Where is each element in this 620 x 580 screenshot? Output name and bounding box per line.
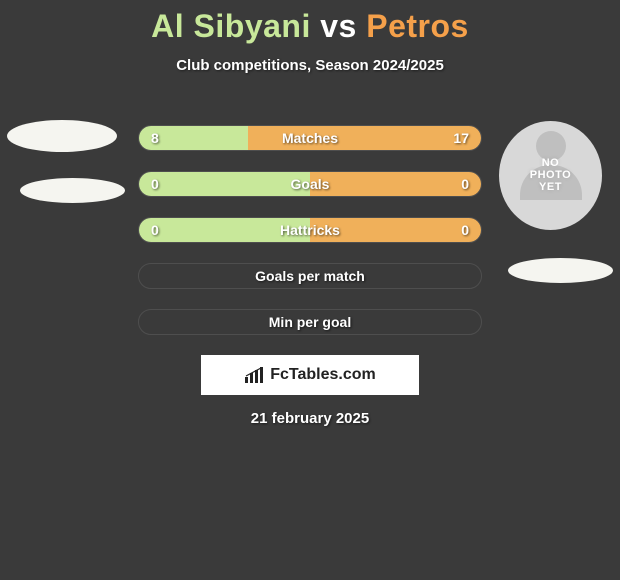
bar-matches-right-val: 17 (453, 126, 469, 151)
comparison-title: Al Sibyani vs Petros (0, 0, 620, 45)
bar-goals: 0 Goals 0 (138, 171, 482, 197)
bar-mpg-label: Min per goal (139, 310, 481, 335)
fctables-logo[interactable]: FcTables.com (201, 355, 419, 395)
left-oval-2 (20, 178, 125, 203)
player1-name: Al Sibyani (151, 8, 311, 44)
bar-hattricks-label: Hattricks (139, 218, 481, 243)
bar-mpg: Min per goal (138, 309, 482, 335)
bar-hattricks-right-val: 0 (461, 218, 469, 243)
stat-bars: 8 Matches 17 0 Goals 0 0 Hattricks 0 Goa… (138, 125, 482, 355)
avatar-placeholder-text: NOPHOTOYET (530, 157, 571, 193)
bars-chart-icon (244, 367, 264, 383)
right-oval (508, 258, 613, 283)
player2-name: Petros (366, 8, 469, 44)
bar-gpm-label: Goals per match (139, 264, 481, 289)
bar-matches: 8 Matches 17 (138, 125, 482, 151)
bar-hattricks: 0 Hattricks 0 (138, 217, 482, 243)
subtitle: Club competitions, Season 2024/2025 (0, 57, 620, 74)
left-oval-1 (7, 120, 117, 152)
bar-goals-right-val: 0 (461, 172, 469, 197)
logo-text: FcTables.com (270, 366, 376, 384)
vs-text: vs (320, 8, 357, 44)
bar-matches-label: Matches (139, 126, 481, 151)
bar-gpm: Goals per match (138, 263, 482, 289)
date-label: 21 february 2025 (0, 410, 620, 427)
player-avatar: NOPHOTOYET (499, 121, 602, 230)
bar-goals-label: Goals (139, 172, 481, 197)
